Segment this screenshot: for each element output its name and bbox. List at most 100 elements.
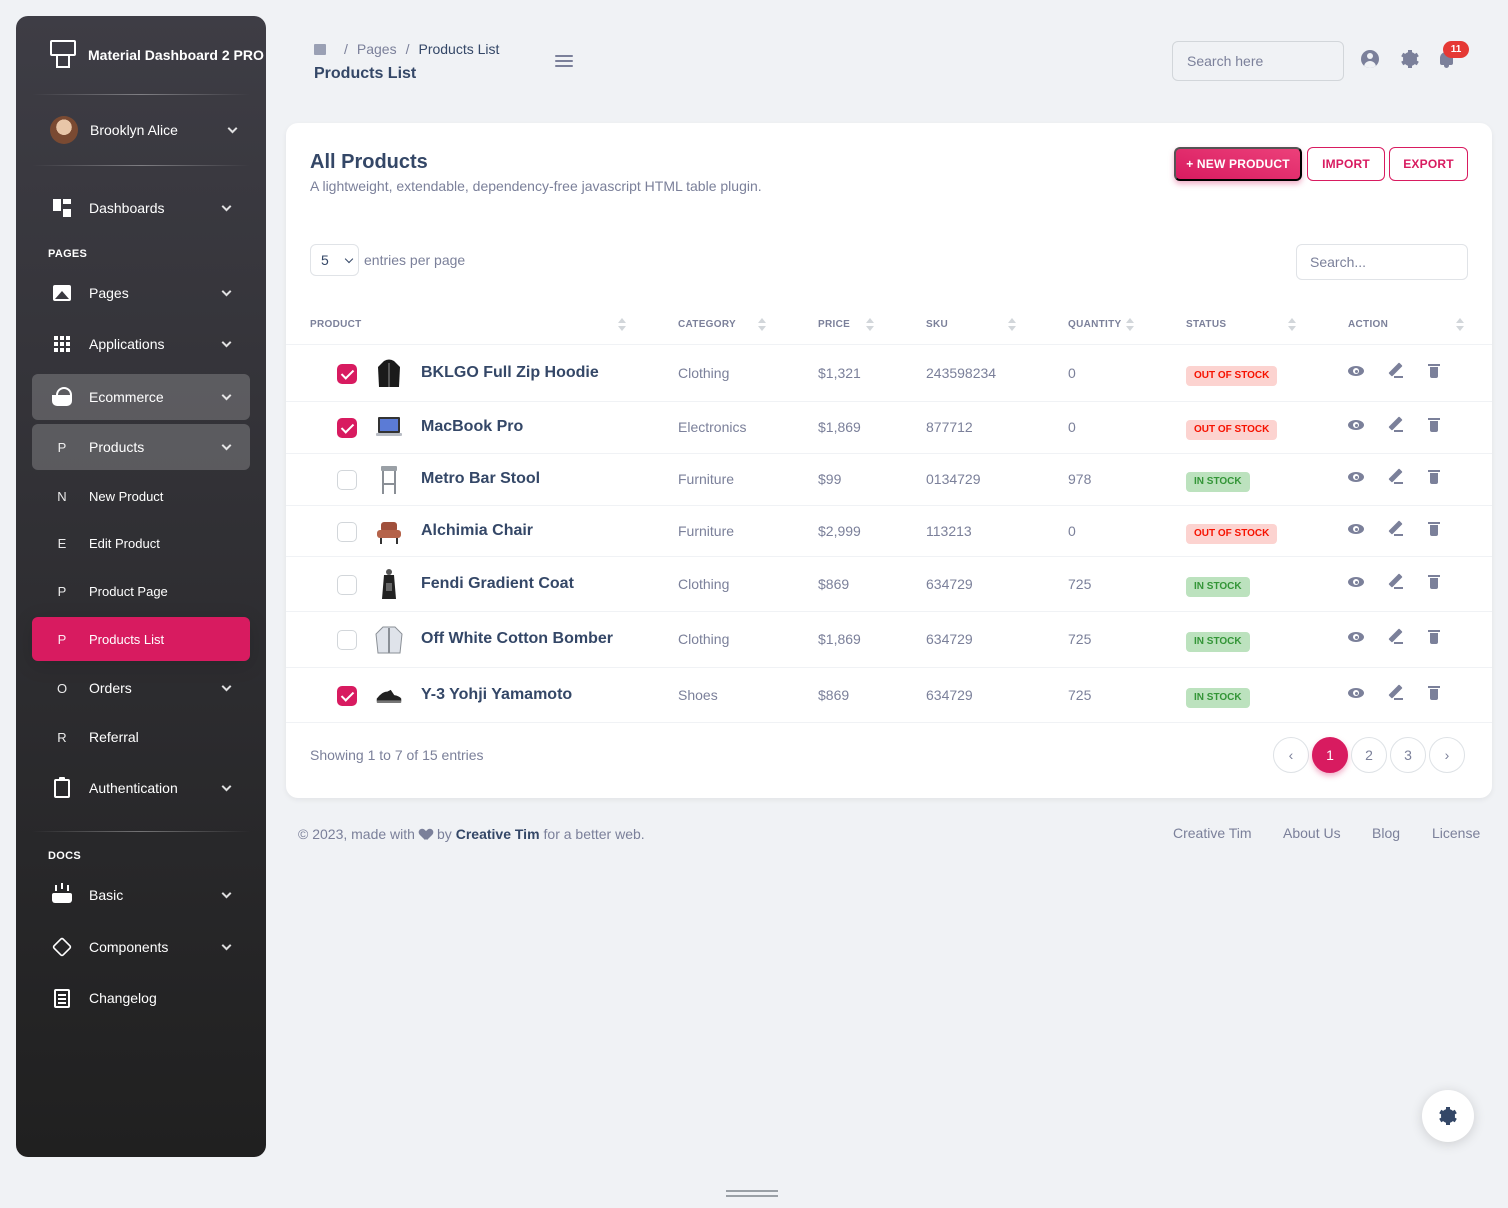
footer-link-license[interactable]: License [1432,825,1481,841]
delete-icon[interactable] [1427,417,1443,433]
home-icon[interactable] [314,43,326,55]
sidebar-item-label: Authentication [89,780,178,796]
sort-icon[interactable] [1288,318,1296,332]
view-icon[interactable] [1348,417,1364,433]
sort-icon[interactable] [1456,318,1464,332]
product-name[interactable]: Off White Cotton Bomber [421,630,613,647]
sort-icon[interactable] [758,318,766,332]
footer-link-about-us[interactable]: About Us [1283,825,1341,841]
view-icon[interactable] [1348,685,1364,701]
export-button[interactable]: EXPORT [1389,147,1468,181]
sidebar-item-changelog[interactable]: Changelog [32,975,250,1021]
edit-icon[interactable] [1387,573,1403,590]
edit-icon[interactable] [1387,520,1403,537]
row-checkbox[interactable] [337,418,357,438]
search-input[interactable] [1172,41,1344,81]
pagination-page-3[interactable]: 3 [1390,737,1426,773]
pagination-page-2[interactable]: 2 [1351,737,1387,773]
edit-icon[interactable] [1387,362,1403,379]
row-checkbox[interactable] [337,470,357,490]
table-header: PRODUCT CATEGORY PRICE SKU QUANTITY STAT… [286,312,1492,345]
delete-icon[interactable] [1427,629,1443,645]
footer-link-blog[interactable]: Blog [1372,825,1401,841]
sidebar-item-components[interactable]: Components [32,924,250,970]
product-name[interactable]: Alchimia Chair [421,522,534,539]
column-header-status[interactable]: STATUS [1186,319,1227,330]
footer-link-creative-tim[interactable]: Creative Tim [1173,825,1252,841]
row-checkbox[interactable] [337,364,357,384]
new-product-button[interactable]: + NEW PRODUCT [1174,147,1302,181]
sidebar-item-new-product[interactable]: N New Product [32,474,250,518]
account-icon[interactable] [1361,50,1379,68]
column-header-product[interactable]: PRODUCT [310,319,362,330]
import-button[interactable]: IMPORT [1307,147,1385,181]
view-icon[interactable] [1348,574,1364,590]
sidebar-item-pages[interactable]: Pages [32,270,250,316]
chevron-down-icon [221,440,232,450]
breadcrumb-separator: / [405,41,410,57]
pagination-page-1[interactable]: 1 [1312,737,1348,773]
sidebar-item-product-page[interactable]: P Product Page [32,569,250,613]
column-header-price[interactable]: PRICE [818,319,851,330]
product-name[interactable]: Y-3 Yohji Yamamoto [421,686,573,703]
delete-icon[interactable] [1427,521,1443,537]
user-menu[interactable]: Brooklyn Alice [16,95,266,165]
sidebar-item-basic[interactable]: Basic [32,872,250,918]
product-sku: 634729 [926,631,973,647]
sort-icon[interactable] [618,318,626,332]
row-checkbox[interactable] [337,522,357,542]
delete-icon[interactable] [1427,574,1443,590]
sidebar-item-products[interactable]: P Products [32,424,250,470]
sidebar-item-products-list[interactable]: P Products List [32,617,250,661]
pagination-prev-button[interactable]: ‹ [1273,737,1309,773]
edit-icon[interactable] [1387,628,1403,645]
sort-icon[interactable] [1126,318,1134,332]
view-icon[interactable] [1348,521,1364,537]
brand[interactable]: Material Dashboard 2 PRO [16,16,266,94]
column-header-quantity[interactable]: QUANTITY [1068,319,1122,330]
delete-icon[interactable] [1427,363,1443,379]
product-name[interactable]: Metro Bar Stool [421,470,541,487]
resize-handle[interactable] [726,1190,778,1197]
sidebar-item-ecommerce[interactable]: Ecommerce [32,374,250,420]
chevron-down-icon [221,940,232,950]
product-sku: 877712 [926,419,973,435]
edit-icon[interactable] [1387,684,1403,701]
sort-icon[interactable] [866,318,874,332]
configurator-button[interactable] [1422,1090,1474,1142]
sidebar-item-applications[interactable]: Applications [32,321,250,367]
pagination-next-button[interactable]: › [1429,737,1465,773]
sidebar-item-orders[interactable]: O Orders [32,665,250,711]
product-name[interactable]: BKLGO Full Zip Hoodie [421,364,599,381]
view-icon[interactable] [1348,469,1364,485]
sidebar-item-dashboards[interactable]: Dashboards [32,185,250,231]
column-header-category[interactable]: CATEGORY [678,319,736,330]
edit-icon[interactable] [1387,468,1403,485]
breadcrumb-link[interactable]: Pages [356,41,397,57]
view-icon[interactable] [1348,629,1364,645]
sidebar-item-authentication[interactable]: Authentication [32,765,250,811]
table-search-input[interactable] [1296,244,1468,280]
sidebar-item-edit-product[interactable]: E Edit Product [32,521,250,565]
sidebar-item-referral[interactable]: R Referral [32,714,250,760]
sidebar-item-label: Edit Product [89,535,160,551]
product-name[interactable]: Fendi Gradient Coat [421,575,574,592]
entries-select[interactable]: 5 [310,244,359,276]
row-checkbox[interactable] [337,630,357,650]
sort-icon[interactable] [1008,318,1016,332]
product-price: $869 [818,576,850,592]
status-badge: IN STOCK [1186,472,1250,492]
row-checkbox[interactable] [337,575,357,595]
edit-icon[interactable] [1387,416,1403,433]
product-quantity: 978 [1068,471,1092,487]
product-name[interactable]: MacBook Pro [421,418,524,435]
row-checkbox[interactable] [337,686,357,706]
delete-icon[interactable] [1427,685,1443,701]
column-header-sku[interactable]: SKU [926,319,949,330]
view-icon[interactable] [1348,363,1364,379]
delete-icon[interactable] [1427,469,1443,485]
footer-author-link[interactable]: Creative Tim [455,826,540,842]
column-header-action[interactable]: ACTION [1348,319,1389,330]
gear-icon[interactable] [1401,50,1419,68]
menu-icon[interactable] [555,55,573,67]
